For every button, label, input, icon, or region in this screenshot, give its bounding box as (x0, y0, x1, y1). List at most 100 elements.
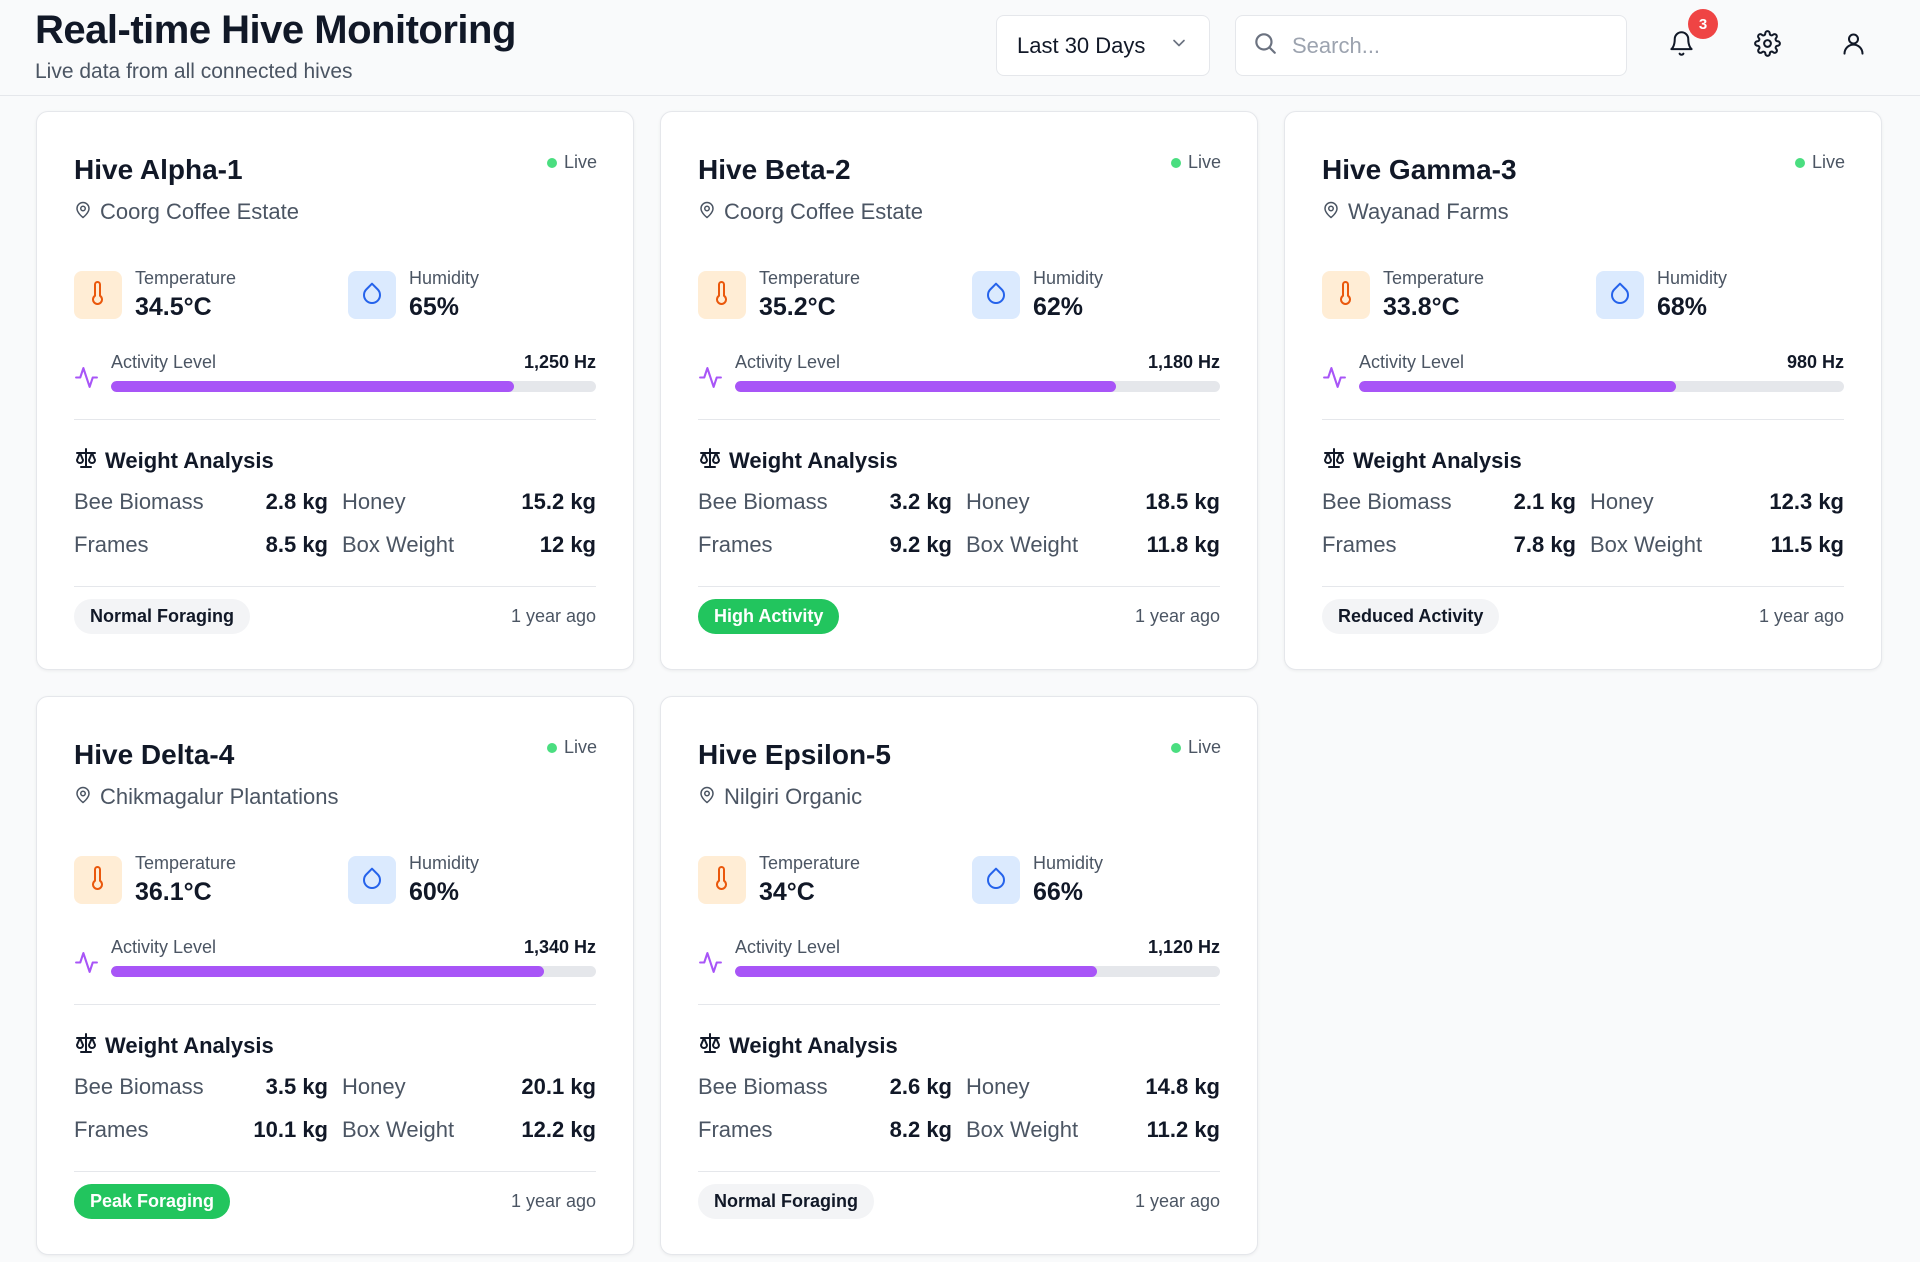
live-indicator: Live (546, 737, 597, 758)
frames-label: Frames (698, 532, 773, 557)
hive-name: Hive Gamma-3 (1322, 154, 1517, 185)
weight-analysis-label: Weight Analysis (105, 448, 274, 473)
bee-biomass-label: Bee Biomass (1322, 489, 1452, 514)
temperature-tile (74, 856, 122, 904)
activity-pulse-icon (74, 950, 99, 975)
activity-progress-bar (111, 966, 596, 977)
hive-card-1[interactable]: Live Hive Alpha-1 Coorg Coffee Estate Te… (36, 111, 634, 670)
user-profile-button[interactable] (1830, 23, 1876, 69)
hive-location: Wayanad Farms (1322, 199, 1509, 225)
humidity-metric: Humidity 65% (348, 267, 479, 323)
frames-label: Frames (698, 1117, 773, 1142)
temperature-metric: Temperature 36.1°C (74, 852, 236, 908)
weight-analysis-title: Weight Analysis (74, 1031, 274, 1061)
live-label: Live (563, 737, 597, 757)
location-label: Nilgiri Organic (724, 784, 863, 809)
live-label: Live (563, 152, 597, 172)
last-updated: 1 year ago (510, 606, 596, 626)
honey-value: 12.3 kg (1769, 489, 1844, 514)
chevron-down-icon (1169, 33, 1189, 59)
weight-row: Frames 9.2 kg Box Weight 11.8 kg (698, 532, 1220, 562)
humidity-metric: Humidity 62% (972, 267, 1103, 323)
frames-label: Frames (74, 1117, 149, 1142)
hive-location: Nilgiri Organic (698, 784, 862, 810)
droplet-icon (984, 281, 1008, 310)
humidity-metric: Humidity 66% (972, 852, 1103, 908)
search-icon (1252, 30, 1292, 61)
activity-pulse-icon (698, 365, 723, 390)
activity-progress-bar (735, 966, 1220, 977)
temperature-label: Temperature (135, 853, 237, 873)
live-dot (546, 742, 557, 753)
activity-progress-bar (111, 381, 596, 392)
live-dot (1794, 157, 1805, 168)
date-range-select[interactable]: Last 30 Days (996, 15, 1210, 76)
status-badge: Peak Foraging (74, 1184, 231, 1219)
weight-row: Bee Biomass 2.8 kg Honey 15.2 kg (74, 489, 596, 519)
activity-progress-fill (1359, 381, 1676, 392)
humidity-value: 66% (1033, 878, 1084, 906)
weight-analysis-label: Weight Analysis (105, 1033, 274, 1058)
humidity-label: Humidity (409, 853, 480, 873)
temperature-metric: Temperature 35.2°C (698, 267, 860, 323)
temperature-metric: Temperature 33.8°C (1322, 267, 1484, 323)
notifications-button[interactable] (1658, 23, 1704, 69)
temperature-label: Temperature (759, 268, 861, 288)
activity-value: 1,120 Hz (1147, 937, 1220, 957)
search-input[interactable] (1292, 32, 1610, 59)
hive-card-2[interactable]: Live Hive Beta-2 Coorg Coffee Estate Tem… (660, 111, 1258, 670)
live-label: Live (1811, 152, 1845, 172)
notification-count-badge: 3 (1688, 9, 1718, 39)
bee-biomass-label: Bee Biomass (698, 1074, 828, 1099)
bee-biomass-value: 3.2 kg (889, 489, 952, 514)
live-indicator: Live (1170, 152, 1221, 173)
scale-icon (74, 1031, 98, 1061)
search-box[interactable] (1235, 15, 1627, 76)
temperature-tile (698, 856, 746, 904)
frames-value: 10.1 kg (253, 1117, 328, 1142)
weight-row: Bee Biomass 2.1 kg Honey 12.3 kg (1322, 489, 1844, 519)
temperature-value: 34°C (759, 878, 815, 906)
humidity-value: 60% (409, 878, 460, 906)
thermometer-icon (710, 280, 734, 310)
honey-label: Honey (342, 489, 406, 514)
activity-progress-bar (735, 381, 1220, 392)
live-label: Live (1187, 152, 1221, 172)
settings-button[interactable] (1744, 23, 1790, 69)
humidity-metric: Humidity 68% (1596, 267, 1727, 323)
humidity-value: 62% (1033, 293, 1084, 321)
page-title: Real-time Hive Monitoring (35, 8, 516, 52)
humidity-metric: Humidity 60% (348, 852, 479, 908)
box-weight-value: 11.5 kg (1770, 532, 1844, 557)
frames-label: Frames (74, 532, 149, 557)
activity-level: Activity Level 1,180 Hz (698, 352, 1220, 398)
hive-card-4[interactable]: Live Hive Delta-4 Chikmagalur Plantation… (36, 696, 634, 1255)
bell-icon (1668, 30, 1695, 62)
activity-progress-fill (111, 966, 545, 977)
activity-label: Activity Level (1359, 352, 1465, 372)
activity-level: Activity Level 1,340 Hz (74, 937, 596, 983)
hive-name: Hive Beta-2 (698, 154, 851, 185)
activity-pulse-icon (1322, 365, 1347, 390)
humidity-tile (1596, 271, 1644, 319)
thermometer-icon (710, 865, 734, 895)
hive-card-3[interactable]: Live Hive Gamma-3 Wayanad Farms Temperat… (1284, 111, 1882, 670)
honey-value: 20.1 kg (521, 1074, 596, 1099)
divider (74, 1004, 596, 1005)
thermometer-icon (1334, 280, 1358, 310)
humidity-tile (972, 856, 1020, 904)
divider (698, 419, 1220, 420)
bee-biomass-label: Bee Biomass (74, 1074, 204, 1099)
hive-card-5[interactable]: Live Hive Epsilon-5 Nilgiri Organic Temp… (660, 696, 1258, 1255)
hive-location: Coorg Coffee Estate (698, 199, 923, 225)
box-weight-value: 11.8 kg (1146, 532, 1220, 557)
thermometer-icon (86, 280, 110, 310)
divider (74, 586, 596, 587)
weight-row: Bee Biomass 2.6 kg Honey 14.8 kg (698, 1074, 1220, 1104)
box-weight-value: 12.2 kg (521, 1117, 596, 1142)
divider (1322, 419, 1844, 420)
temperature-metric: Temperature 34°C (698, 852, 860, 908)
live-indicator: Live (1794, 152, 1845, 173)
temperature-tile (74, 271, 122, 319)
scale-icon (698, 1031, 722, 1061)
